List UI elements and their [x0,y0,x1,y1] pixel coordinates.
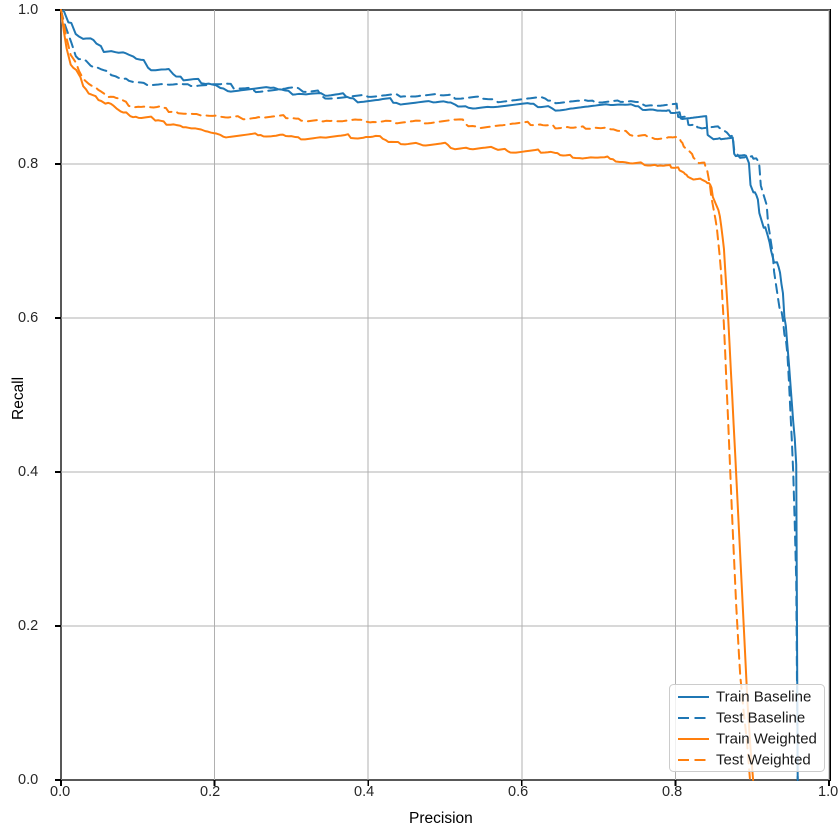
svg-text:Train Baseline: Train Baseline [716,689,811,706]
svg-text:Test Weighted: Test Weighted [716,752,811,769]
svg-text:Test Baseline: Test Baseline [716,710,805,727]
svg-text:Train Weighted: Train Weighted [716,731,817,748]
